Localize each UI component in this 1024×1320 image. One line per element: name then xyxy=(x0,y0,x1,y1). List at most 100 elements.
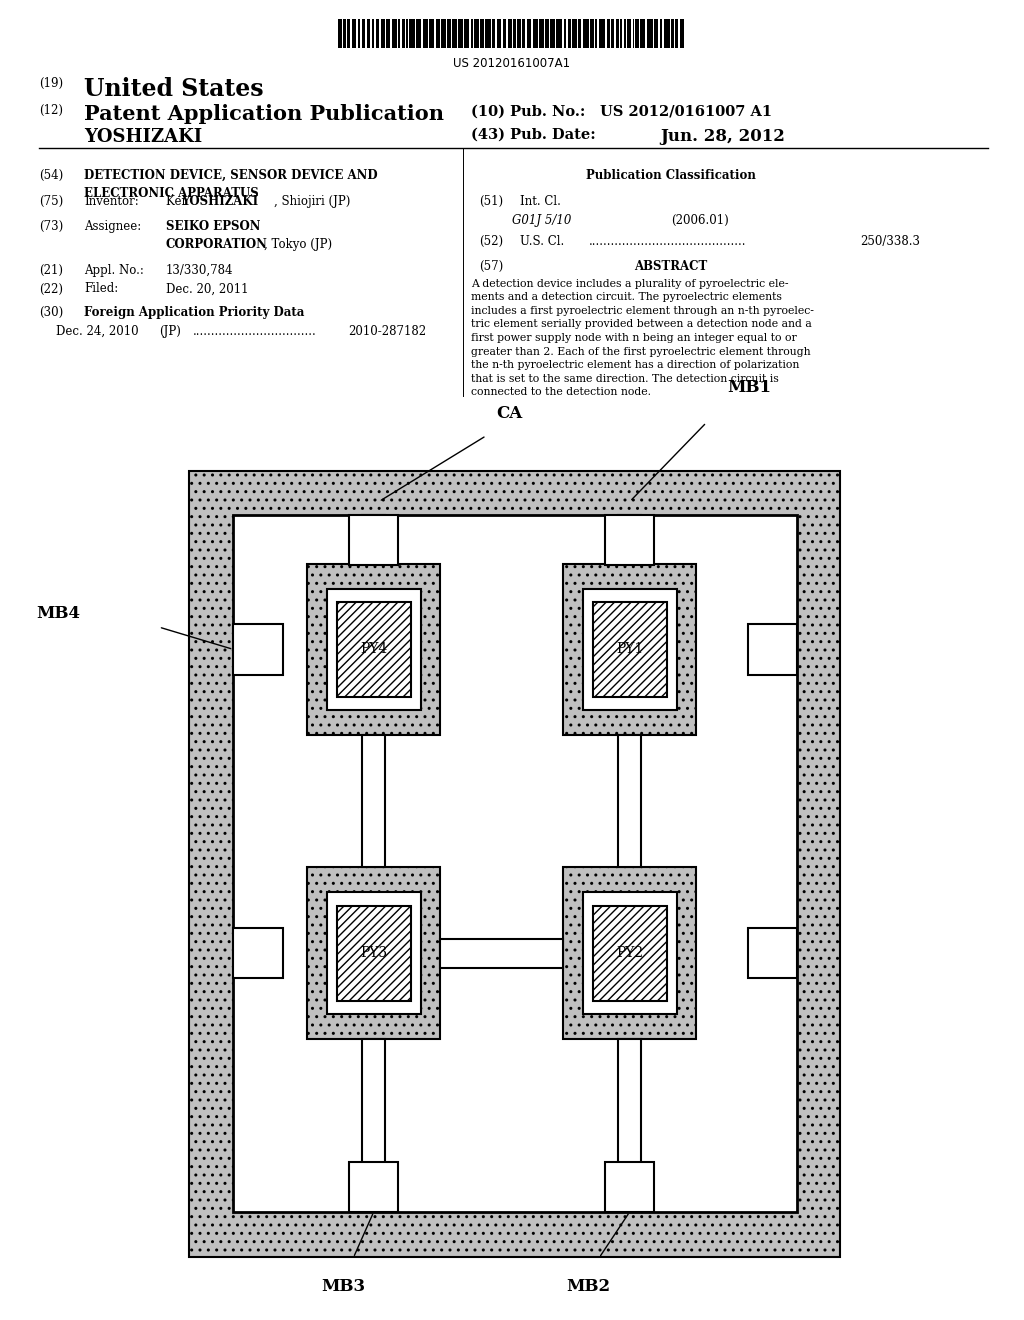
Bar xyxy=(440,939,563,968)
Text: DETECTION DEVICE, SENSOR DEVICE AND: DETECTION DEVICE, SENSOR DEVICE AND xyxy=(84,169,378,182)
Bar xyxy=(522,20,525,49)
Bar xyxy=(357,20,360,49)
Bar xyxy=(381,20,385,49)
Bar xyxy=(349,1162,398,1212)
Bar xyxy=(352,20,356,49)
Text: (10) Pub. No.: US 2012/0161007 A1: (10) Pub. No.: US 2012/0161007 A1 xyxy=(471,104,772,119)
Bar xyxy=(327,589,421,710)
Bar xyxy=(480,20,484,49)
Text: US 20120161007A1: US 20120161007A1 xyxy=(454,57,570,70)
Bar xyxy=(347,20,350,49)
Text: 13/330,784: 13/330,784 xyxy=(166,264,233,277)
Text: CA: CA xyxy=(497,405,523,422)
Text: (43) Pub. Date:: (43) Pub. Date: xyxy=(471,128,596,143)
Bar xyxy=(498,20,501,49)
Text: Assignee:: Assignee: xyxy=(84,220,141,234)
Bar xyxy=(447,20,452,49)
Bar xyxy=(362,20,366,49)
Bar xyxy=(675,20,678,49)
Text: (19): (19) xyxy=(39,77,63,90)
Bar xyxy=(583,589,677,710)
Bar xyxy=(464,20,469,49)
Bar xyxy=(398,20,400,49)
Bar xyxy=(503,20,506,49)
Text: (75): (75) xyxy=(39,195,63,209)
Bar xyxy=(189,471,840,1257)
Text: (21): (21) xyxy=(39,264,62,277)
Text: MB3: MB3 xyxy=(321,1278,366,1295)
Text: Int. Cl.: Int. Cl. xyxy=(520,195,561,209)
Text: United States: United States xyxy=(84,77,263,100)
Bar xyxy=(337,906,411,1001)
Text: (57): (57) xyxy=(479,260,504,273)
Text: 2010-287182: 2010-287182 xyxy=(348,325,426,338)
Bar xyxy=(593,906,667,1001)
Bar xyxy=(660,20,663,49)
Text: Patent Application Publication: Patent Application Publication xyxy=(84,104,444,124)
Bar xyxy=(233,515,797,1212)
Bar xyxy=(551,20,555,49)
Bar xyxy=(527,20,531,49)
Bar xyxy=(571,20,577,49)
Text: G01J 5/10: G01J 5/10 xyxy=(512,214,571,227)
Bar xyxy=(416,20,421,49)
Text: PY3: PY3 xyxy=(360,946,387,960)
Bar xyxy=(748,928,797,978)
Text: Appl. No.:: Appl. No.: xyxy=(84,264,143,277)
Bar xyxy=(373,20,374,49)
Bar xyxy=(605,515,654,565)
Bar xyxy=(593,602,667,697)
Text: Foreign Application Priority Data: Foreign Application Priority Data xyxy=(84,306,304,319)
Bar xyxy=(401,20,404,49)
Bar xyxy=(624,20,626,49)
Text: SEIKO EPSON: SEIKO EPSON xyxy=(166,220,260,234)
Text: (51): (51) xyxy=(479,195,504,209)
Bar xyxy=(627,20,631,49)
Bar xyxy=(556,20,562,49)
Bar xyxy=(307,564,440,735)
Text: Kei: Kei xyxy=(166,195,188,209)
Text: Dec. 20, 2011: Dec. 20, 2011 xyxy=(166,282,249,296)
Text: (2006.01): (2006.01) xyxy=(671,214,728,227)
Text: (30): (30) xyxy=(39,306,63,319)
Bar xyxy=(563,564,696,735)
Bar xyxy=(748,624,797,675)
Text: CORPORATION: CORPORATION xyxy=(166,238,267,251)
Bar xyxy=(409,20,415,49)
Bar xyxy=(567,20,570,49)
Bar xyxy=(368,20,371,49)
Bar xyxy=(327,892,421,1014)
Text: PY2: PY2 xyxy=(616,946,643,960)
Bar xyxy=(458,20,463,49)
Text: (JP): (JP) xyxy=(159,325,180,338)
Text: ..........................................: ........................................… xyxy=(589,235,746,248)
Bar xyxy=(618,1039,641,1212)
Bar xyxy=(429,20,434,49)
Text: A detection device includes a plurality of pyroelectric ele-
ments and a detecti: A detection device includes a plurality … xyxy=(471,279,814,397)
Text: MB4: MB4 xyxy=(36,606,80,622)
Bar xyxy=(436,20,440,49)
Bar xyxy=(607,20,610,49)
Bar xyxy=(583,892,677,1014)
Bar xyxy=(605,1162,654,1212)
Bar xyxy=(362,1039,385,1212)
Bar xyxy=(485,20,492,49)
Text: (52): (52) xyxy=(479,235,504,248)
Bar xyxy=(611,20,614,49)
Text: .................................: ................................. xyxy=(193,325,316,338)
Bar xyxy=(406,20,408,49)
Text: Jun. 28, 2012: Jun. 28, 2012 xyxy=(660,128,785,145)
Bar xyxy=(534,20,538,49)
Bar xyxy=(471,20,473,49)
Bar xyxy=(563,867,696,1039)
Bar xyxy=(680,20,684,49)
Text: ABSTRACT: ABSTRACT xyxy=(634,260,708,273)
Bar xyxy=(386,20,390,49)
Text: Filed:: Filed: xyxy=(84,282,118,296)
Bar xyxy=(595,20,597,49)
Bar xyxy=(338,20,342,49)
Bar xyxy=(664,20,670,49)
Bar xyxy=(423,20,428,49)
Bar xyxy=(392,20,397,49)
Text: MB1: MB1 xyxy=(727,379,771,396)
